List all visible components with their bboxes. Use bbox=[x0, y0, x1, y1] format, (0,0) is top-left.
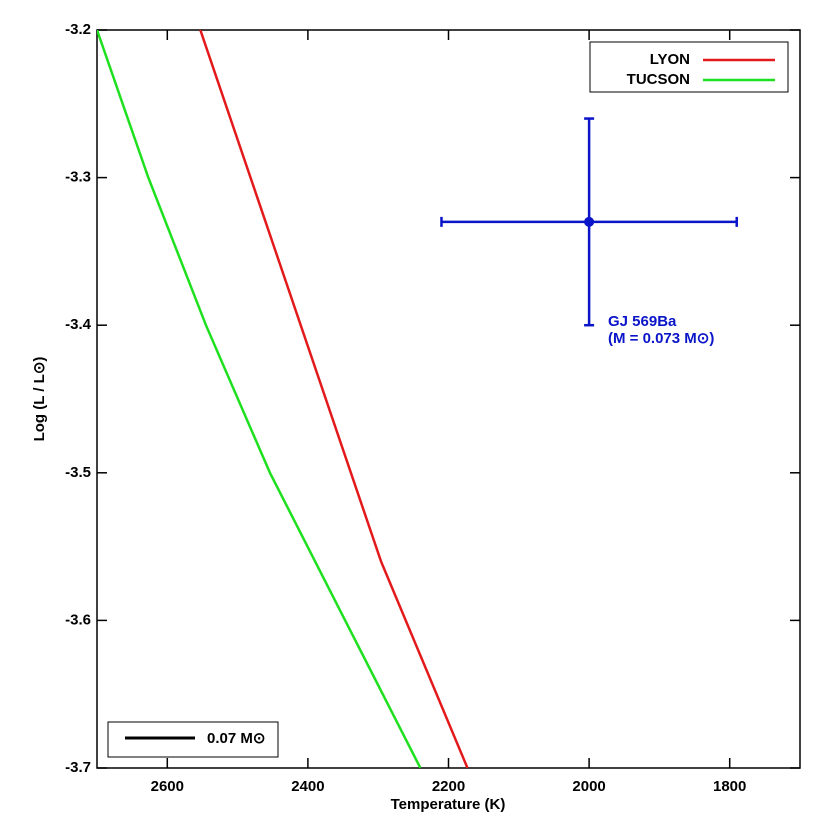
legend-box bbox=[589, 41, 789, 93]
series-line bbox=[97, 30, 422, 768]
y-tick-label: -3.3 bbox=[65, 169, 91, 186]
y-tick-label: -3.6 bbox=[65, 611, 91, 628]
y-tick-label: -3.4 bbox=[65, 316, 92, 333]
x-axis-label: Temperature (K) bbox=[391, 796, 506, 813]
x-tick-label: 2600 bbox=[151, 778, 184, 795]
legend-label: TUCSON bbox=[627, 71, 690, 88]
point-label: GJ 569Ba bbox=[608, 313, 677, 330]
y-tick-label: -3.7 bbox=[65, 759, 91, 776]
y-tick-label: -3.2 bbox=[65, 21, 91, 38]
legend-label: LYON bbox=[650, 51, 690, 68]
x-tick-label: 1800 bbox=[713, 778, 746, 795]
x-tick-label: 2200 bbox=[432, 778, 465, 795]
plot-frame bbox=[96, 29, 801, 769]
data-point bbox=[584, 216, 595, 227]
y-tick-label: -3.5 bbox=[65, 464, 91, 481]
mass-key-label: 0.07 M⊙ bbox=[207, 730, 265, 747]
y-axis-label: Log (L / L⊙) bbox=[31, 357, 48, 442]
point-label: (M = 0.073 M⊙) bbox=[608, 330, 714, 347]
x-tick-label: 2000 bbox=[572, 778, 605, 795]
x-tick-label: 2400 bbox=[291, 778, 324, 795]
series-line bbox=[199, 30, 469, 768]
